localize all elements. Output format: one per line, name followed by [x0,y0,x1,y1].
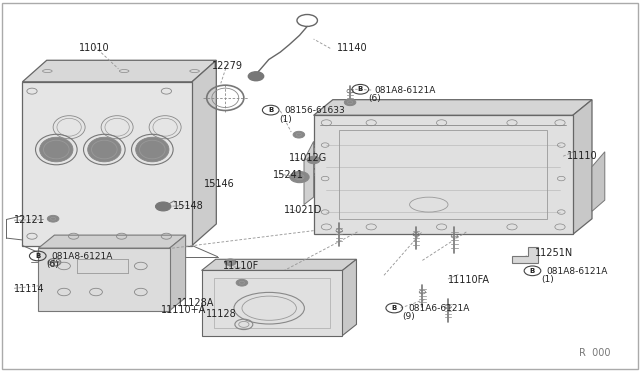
Text: 11140: 11140 [337,44,367,53]
Text: 11251N: 11251N [535,248,573,258]
Text: 11110: 11110 [567,151,598,161]
Polygon shape [592,152,605,211]
Text: (1): (1) [279,115,292,124]
Text: 081A8-6121A: 081A8-6121A [547,267,608,276]
Text: 08156-61633: 08156-61633 [285,106,346,115]
Text: 15148: 15148 [173,202,204,211]
Text: B: B [392,305,397,311]
Ellipse shape [136,137,169,162]
Text: 11012G: 11012G [289,153,328,163]
Polygon shape [512,247,538,263]
Polygon shape [202,259,356,270]
Polygon shape [38,235,186,248]
Polygon shape [38,248,170,311]
Text: (6): (6) [369,94,381,103]
Text: (9): (9) [403,312,415,321]
Circle shape [156,202,171,211]
Text: 12279: 12279 [212,61,243,71]
Text: B: B [268,107,273,113]
Circle shape [225,259,236,266]
Polygon shape [342,259,356,336]
Text: 12121: 12121 [14,215,45,225]
Polygon shape [573,100,592,234]
Polygon shape [170,235,186,311]
Circle shape [293,131,305,138]
Text: 081A8-6121A: 081A8-6121A [374,86,436,94]
Text: B: B [358,86,363,92]
Ellipse shape [40,137,73,162]
Polygon shape [192,60,216,246]
Text: B: B [35,253,40,259]
Polygon shape [22,82,192,246]
Polygon shape [202,270,342,336]
Text: 11128: 11128 [206,310,237,319]
Circle shape [344,99,356,106]
Text: 11010: 11010 [79,44,110,53]
Polygon shape [22,60,216,82]
Text: 11110F: 11110F [223,262,259,271]
Text: 11128A: 11128A [177,298,214,308]
Polygon shape [314,115,573,234]
Circle shape [307,156,320,164]
Text: 081A6-6121A: 081A6-6121A [408,304,470,313]
Text: R  000: R 000 [579,348,611,358]
Ellipse shape [88,137,121,162]
Text: 11114: 11114 [14,285,45,294]
Polygon shape [304,141,314,205]
Text: (1): (1) [541,275,554,284]
Circle shape [248,72,264,81]
Polygon shape [314,100,592,115]
Circle shape [47,215,59,222]
Text: 15241: 15241 [273,170,303,180]
Text: 11110+A: 11110+A [161,305,207,314]
Circle shape [236,279,248,286]
Text: 15146: 15146 [204,179,234,189]
Text: (6): (6) [46,260,59,269]
Text: B: B [530,268,535,274]
Text: 11021D: 11021D [284,205,322,215]
Circle shape [290,171,309,183]
Text: 11110FA: 11110FA [448,275,490,285]
Text: 081A8-6121A: 081A8-6121A [52,252,113,261]
